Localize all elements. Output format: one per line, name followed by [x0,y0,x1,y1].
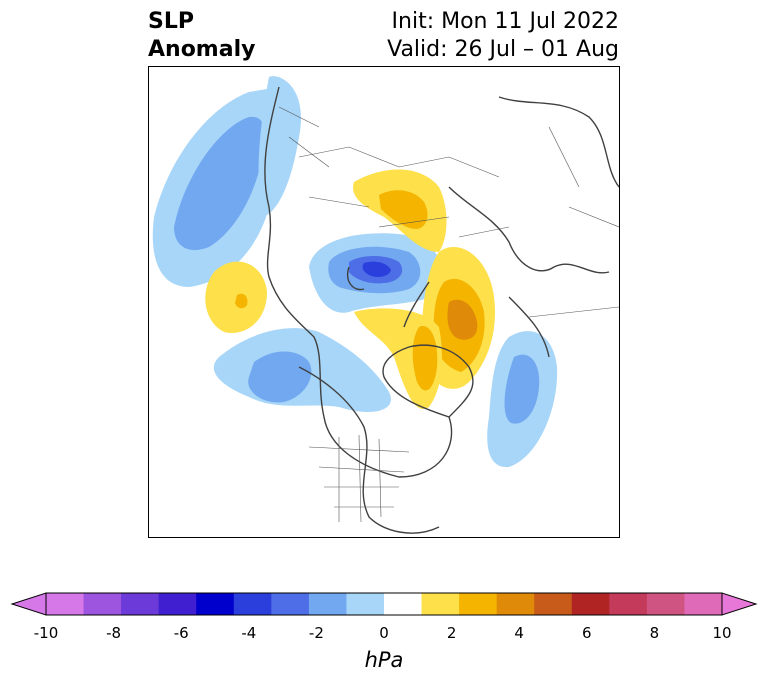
political-borders [278,106,619,523]
colorbar-tick-label: -4 [241,624,257,642]
positive-anomaly-siberia [353,169,447,252]
colorbar-tick-label: -6 [173,624,189,642]
colorbar-swatch [83,593,122,615]
title-variable-line1: SLP [148,9,194,34]
title-variable-line2: Anomaly [148,37,256,62]
colorbar-tick-label: -2 [308,624,324,642]
negative-anomaly-greenland-europe [258,76,302,218]
positive-anomaly-europe [354,247,495,409]
colorbar-swatch [308,593,347,615]
map-panel [148,66,620,538]
colorbar-tick-label: 10 [712,624,732,642]
title-dates: Init: Mon 11 Jul 2022 Valid: 26 Jul – 01… [387,8,619,64]
colorbar-tick-label: 4 [514,624,524,642]
colorbar-tick-label: 6 [582,624,592,642]
positive-anomaly-north-pacific [205,261,267,333]
coastlines [264,86,619,534]
colorbar-tick-label: -8 [106,624,122,642]
colorbar-swatch [233,593,272,615]
colorbar-tick-label: -10 [33,624,59,642]
negative-anomaly-arctic [309,233,443,313]
valid-dates: Valid: 26 Jul – 01 Aug [387,37,619,62]
colorbar-tick-label: 8 [649,624,660,642]
colorbar-extend-high [721,592,758,616]
negative-anomaly-atlantic [487,331,558,468]
colorbar-swatch [534,593,573,615]
colorbar-swatch [346,593,385,615]
colorbar-swatch [121,593,160,615]
colorbar-tick-label: 2 [446,624,457,642]
colorbar-tick-label: 0 [379,624,389,642]
colorbar-units-label: hPa [364,648,404,672]
init-date: Init: Mon 11 Jul 2022 [391,9,619,34]
colorbar-swatch [684,593,723,615]
colorbar-swatch [421,593,460,615]
anomaly-map [152,76,619,534]
colorbar-swatch [496,593,535,615]
title-variable: SLP Anomaly [148,8,255,64]
negative-anomaly-north-america [213,328,391,412]
colorbar-swatch [646,593,685,615]
colorbar-swatch [196,593,235,615]
colorbar-swatch [158,593,197,615]
colorbar-swatch [46,593,85,615]
colorbar-swatch [271,593,310,615]
colorbar-extend-low [10,592,47,616]
colorbar-swatch [571,593,610,615]
colorbar-swatch [384,593,423,615]
colorbar-swatch [609,593,648,615]
negative-anomaly-north-pacific [152,87,289,287]
colorbar-swatch [459,593,498,615]
colorbar [10,592,758,616]
colorbar-outline [45,592,723,616]
